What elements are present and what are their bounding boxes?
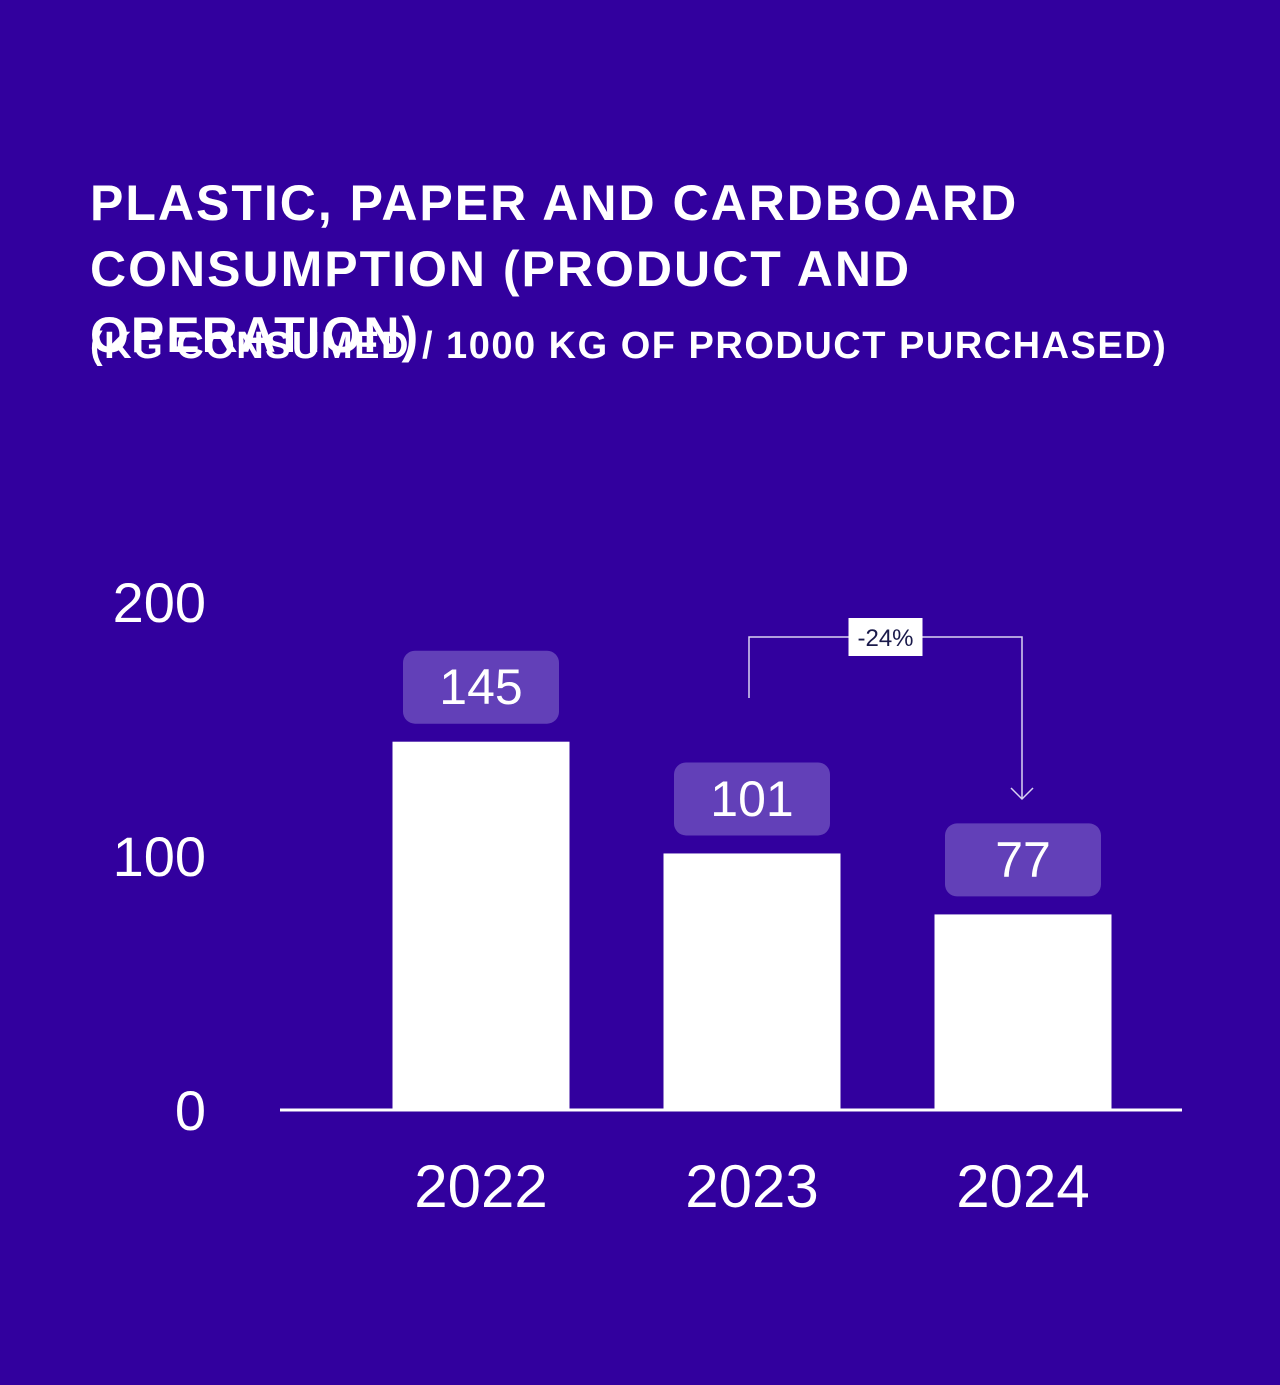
x-tick-label: 2023 bbox=[685, 1153, 818, 1220]
chart-title: PLASTIC, PAPER AND CARDBOARD CONSUMPTION… bbox=[90, 175, 1019, 363]
bar bbox=[663, 853, 841, 1110]
value-label-box bbox=[403, 650, 559, 724]
y-tick-label: 100 bbox=[113, 825, 206, 888]
value-label: 145 bbox=[439, 659, 522, 715]
bar bbox=[934, 914, 1112, 1110]
value-label-box bbox=[945, 823, 1101, 897]
change-label: -24% bbox=[857, 625, 913, 652]
y-tick-label: 0 bbox=[175, 1079, 206, 1142]
change-label-box bbox=[848, 618, 923, 656]
value-label-box bbox=[674, 762, 830, 836]
x-tick-label: 2022 bbox=[414, 1153, 547, 1220]
value-label: 77 bbox=[995, 832, 1051, 888]
arrow-down-icon bbox=[1010, 787, 1034, 801]
chart-subtitle: (KG CONSUMED / 1000 KG OF PRODUCT PURCHA… bbox=[90, 325, 1168, 367]
x-tick-label: 2024 bbox=[956, 1153, 1089, 1220]
y-tick-label: 200 bbox=[113, 571, 206, 634]
bar bbox=[392, 741, 570, 1110]
value-label: 101 bbox=[710, 771, 793, 827]
